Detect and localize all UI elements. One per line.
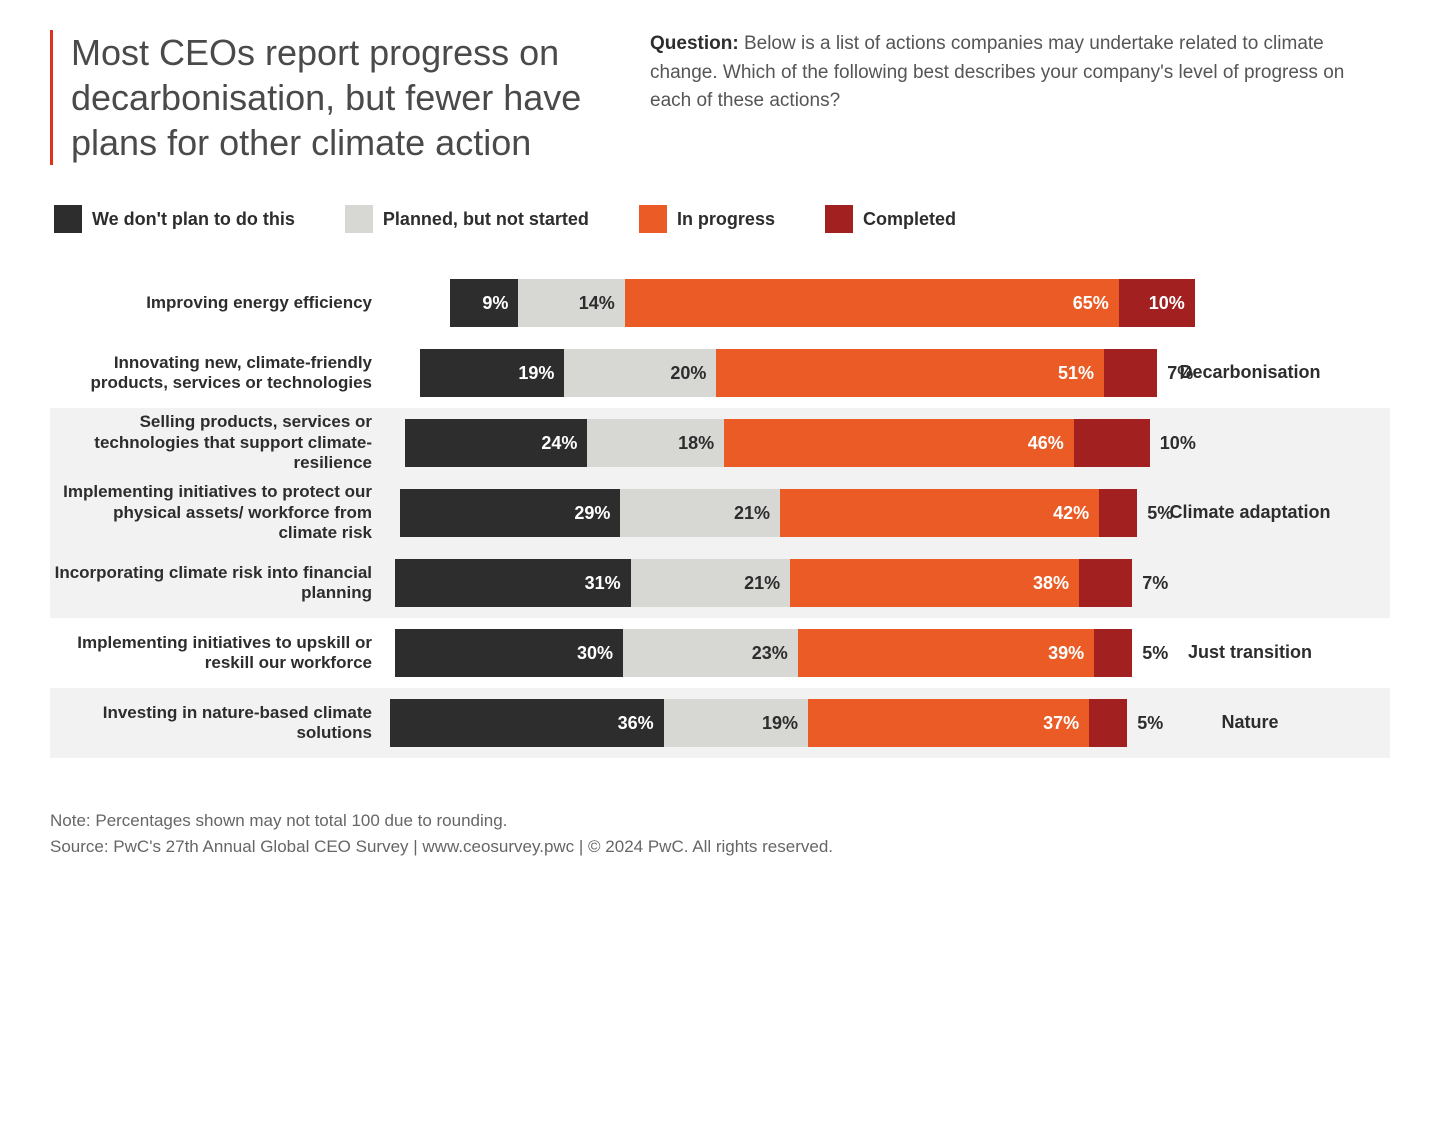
question-label: Question: — [650, 33, 739, 54]
bar-value-outside: 7% — [1167, 363, 1193, 384]
bar-zone: 30%23%39%5% — [390, 621, 1150, 685]
legend-item: In progress — [639, 205, 775, 233]
chart-row: Selling products, services or technologi… — [50, 408, 1390, 478]
stacked-bar: 36%19%37% — [390, 699, 1127, 747]
chart-area: Improving energy efficiency9%14%65%10%In… — [50, 268, 1390, 758]
bar-segment-planned: 20% — [564, 349, 716, 397]
bar-zone: 31%21%38%7% — [390, 551, 1150, 615]
row-label: Improving energy efficiency — [50, 293, 390, 313]
legend-label: We don't plan to do this — [92, 209, 295, 230]
group-label: Just transition — [1150, 642, 1350, 664]
bar-segment-planned: 19% — [664, 699, 808, 747]
bar-zone: 19%20%51%7% — [390, 341, 1150, 405]
group-label: Climate adaptation — [1150, 502, 1350, 524]
stacked-bar: 31%21%38% — [395, 559, 1132, 607]
legend-label: In progress — [677, 209, 775, 230]
legend-swatch — [825, 205, 853, 233]
stacked-bar: 19%20%51% — [420, 349, 1157, 397]
chart-row: Improving energy efficiency9%14%65%10% — [50, 268, 1390, 338]
bar-segment-completed — [1094, 629, 1132, 677]
bar-segment-planned: 21% — [620, 489, 780, 537]
bar-zone: 9%14%65%10% — [390, 271, 1150, 335]
bar-segment-no-plan: 31% — [395, 559, 631, 607]
bar-segment-in-progress: 37% — [808, 699, 1089, 747]
legend-swatch — [54, 205, 82, 233]
bar-zone: 29%21%42%5% — [390, 481, 1150, 545]
bar-segment-no-plan: 36% — [390, 699, 664, 747]
bar-segment-no-plan: 19% — [420, 349, 564, 397]
stacked-bar: 30%23%39% — [395, 629, 1132, 677]
bar-segment-planned: 18% — [587, 419, 724, 467]
chart-title: Most CEOs report progress on decarbonisa… — [71, 30, 610, 165]
group-label: Nature — [1150, 712, 1350, 734]
bar-segment-planned: 21% — [631, 559, 791, 607]
bar-segment-in-progress: 39% — [798, 629, 1094, 677]
chart-row: Investing in nature-based climate soluti… — [50, 688, 1390, 758]
stacked-bar: 29%21%42% — [400, 489, 1137, 537]
row-label: Implementing initiatives to protect our … — [50, 482, 390, 543]
stacked-bar: 24%18%46% — [405, 419, 1150, 467]
bar-segment-completed — [1089, 699, 1127, 747]
row-label: Innovating new, climate-friendly product… — [50, 353, 390, 394]
legend-item: Planned, but not started — [345, 205, 589, 233]
bar-zone: 24%18%46%10% — [390, 411, 1150, 475]
bar-value-outside: 5% — [1147, 503, 1173, 524]
bar-value-outside: 10% — [1160, 433, 1196, 454]
bar-segment-completed — [1074, 419, 1150, 467]
stacked-bar: 9%14%65%10% — [450, 279, 1195, 327]
legend-label: Completed — [863, 209, 956, 230]
bar-segment-completed: 10% — [1119, 279, 1195, 327]
bar-value-outside: 5% — [1142, 643, 1168, 664]
bar-value-outside: 7% — [1142, 573, 1168, 594]
legend-item: We don't plan to do this — [54, 205, 295, 233]
bar-segment-planned: 23% — [623, 629, 798, 677]
legend: We don't plan to do this Planned, but not… — [50, 205, 1390, 233]
bar-segment-completed — [1079, 559, 1132, 607]
chart-footer: Note: Percentages shown may not total 10… — [50, 808, 1390, 859]
footer-note: Note: Percentages shown may not total 10… — [50, 808, 1390, 834]
legend-item: Completed — [825, 205, 956, 233]
bar-segment-completed — [1099, 489, 1137, 537]
bar-segment-in-progress: 51% — [716, 349, 1104, 397]
chart-row: Innovating new, climate-friendly product… — [50, 338, 1390, 408]
row-label: Incorporating climate risk into financia… — [50, 563, 390, 604]
bar-segment-planned: 14% — [518, 279, 624, 327]
bar-segment-completed — [1104, 349, 1157, 397]
legend-swatch — [639, 205, 667, 233]
chart-title-block: Most CEOs report progress on decarbonisa… — [50, 30, 610, 165]
bar-value-outside: 5% — [1137, 713, 1163, 734]
chart-row: Implementing initiatives to upskill or r… — [50, 618, 1390, 688]
bar-segment-in-progress: 42% — [780, 489, 1099, 537]
question-text: Below is a list of actions companies may… — [650, 33, 1344, 111]
chart-row: Incorporating climate risk into financia… — [50, 548, 1390, 618]
bar-segment-no-plan: 24% — [405, 419, 587, 467]
legend-swatch — [345, 205, 373, 233]
chart-row: Implementing initiatives to protect our … — [50, 478, 1390, 548]
bar-segment-in-progress: 65% — [625, 279, 1119, 327]
bar-zone: 36%19%37%5% — [390, 691, 1150, 755]
bar-segment-in-progress: 46% — [724, 419, 1074, 467]
bar-segment-in-progress: 38% — [790, 559, 1079, 607]
bar-segment-no-plan: 29% — [400, 489, 620, 537]
question-block: Question: Below is a list of actions com… — [650, 30, 1390, 165]
row-label: Investing in nature-based climate soluti… — [50, 703, 390, 744]
legend-label: Planned, but not started — [383, 209, 589, 230]
bar-segment-no-plan: 30% — [395, 629, 623, 677]
footer-source: Source: PwC's 27th Annual Global CEO Sur… — [50, 834, 1390, 860]
row-label: Implementing initiatives to upskill or r… — [50, 633, 390, 674]
row-label: Selling products, services or technologi… — [50, 412, 390, 473]
bar-segment-no-plan: 9% — [450, 279, 518, 327]
